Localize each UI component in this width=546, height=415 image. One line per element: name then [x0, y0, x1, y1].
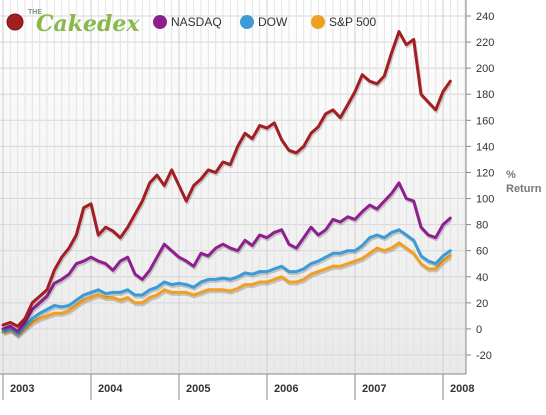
x-tick-label: 2006 [274, 383, 298, 395]
y-tick-label: 220 [476, 37, 494, 49]
legend-dot-dow [240, 15, 254, 29]
y-tick-label: 20 [476, 298, 488, 310]
y-tick-label: -20 [476, 350, 492, 362]
y-axis-title-line2: Return [506, 183, 542, 195]
legend-dot-sp500 [311, 15, 325, 29]
x-axis-ticks: 2003 2004 2005 2006 2007 2008 [2, 374, 475, 400]
x-tick-label: 2004 [98, 383, 123, 395]
y-tick-label: 140 [476, 141, 494, 153]
legend-dot-nasdaq [153, 15, 167, 29]
y-tick-label: 100 [476, 194, 494, 206]
y-tick-label: 60 [476, 246, 488, 258]
y-axis-title-line1: % [506, 169, 516, 181]
x-tick-label: 2003 [10, 383, 34, 395]
x-tick-label: 2007 [362, 383, 386, 395]
x-tick-label: 2008 [450, 383, 474, 395]
y-tick-label: 180 [476, 89, 494, 101]
series-line-dow [1, 228, 452, 336]
series-line-s-p-500 [1, 241, 452, 337]
series-line-nasdaq [1, 181, 452, 333]
legend-label-sp500: S&P 500 [329, 15, 376, 29]
legend-label-dow: DOW [258, 15, 288, 29]
y-tick-label: 200 [476, 63, 494, 75]
y-tick-label: 120 [476, 167, 494, 179]
y-tick-label: 160 [476, 115, 494, 127]
y-tick-label: 40 [476, 272, 488, 284]
y-tick-label: 240 [476, 11, 494, 23]
series-lines [1, 30, 453, 339]
brand-the: THE [28, 9, 42, 16]
legend: THE Cakedex NASDAQ DOW S&P 500 [6, 9, 376, 37]
series-shadow-s-p-500 [3, 243, 453, 339]
series-shadow-dow [3, 230, 453, 338]
legend-dot-cakedex [6, 13, 24, 31]
series-line-cakedex [1, 30, 452, 328]
legend-label-nasdaq: NASDAQ [171, 15, 222, 29]
y-tick-label: 0 [476, 324, 482, 336]
x-tick-label: 2005 [186, 383, 210, 395]
y-tick-label: 80 [476, 220, 488, 232]
brand-logo: Cakedex [36, 11, 140, 37]
